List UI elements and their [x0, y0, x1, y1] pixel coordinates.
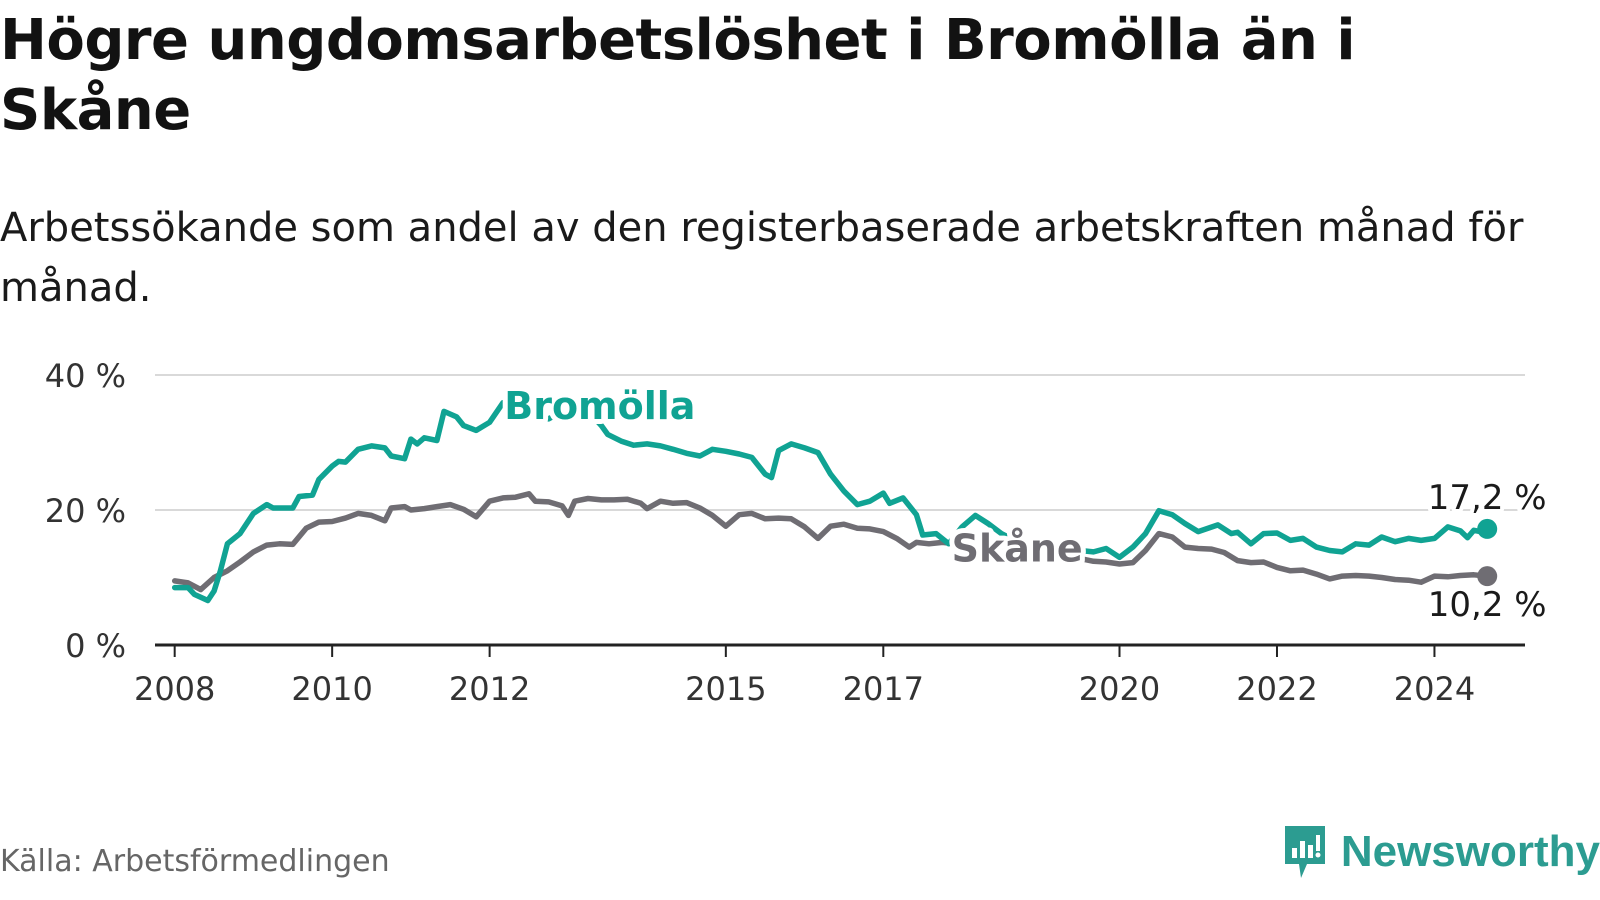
y-tick-label: 20 %	[45, 492, 126, 530]
x-tick-label: 2012	[449, 670, 530, 708]
brand-name: Newsworthy	[1340, 827, 1600, 876]
source-note: Källa: Arbetsförmedlingen	[0, 844, 390, 879]
x-tick-label: 2020	[1079, 670, 1160, 708]
x-tick-label: 2024	[1394, 670, 1475, 708]
x-tick-label: 2015	[685, 670, 766, 708]
end-value-label-skane: 10,2 %	[1428, 585, 1547, 625]
series-label-skane: Skåne	[952, 526, 1083, 570]
end-value-label-bromolla: 17,2 %	[1428, 478, 1547, 518]
newsworthy-icon	[1284, 826, 1325, 878]
x-tick-label: 2022	[1236, 670, 1317, 708]
end-marker-bromolla	[1477, 518, 1498, 539]
series-line-bromolla	[171, 397, 1490, 604]
end-marker-skane	[1477, 566, 1498, 587]
x-tick-label: 2017	[843, 670, 924, 708]
chart-title: Högre ungdomsarbetslöshet i Bromölla än …	[0, 8, 1356, 143]
series-label-bromolla: Bromölla	[504, 384, 695, 428]
x-tick-label: 2008	[134, 670, 215, 708]
y-tick-label: 40 %	[45, 357, 126, 395]
brand-logo: Newsworthy	[1281, 824, 1600, 880]
series-line-skane	[171, 491, 1490, 593]
chart-subtitle: Arbetssökande som andel av den registerb…	[0, 205, 1524, 311]
y-tick-label: 0 %	[65, 627, 126, 665]
x-tick-label: 2010	[291, 670, 372, 708]
